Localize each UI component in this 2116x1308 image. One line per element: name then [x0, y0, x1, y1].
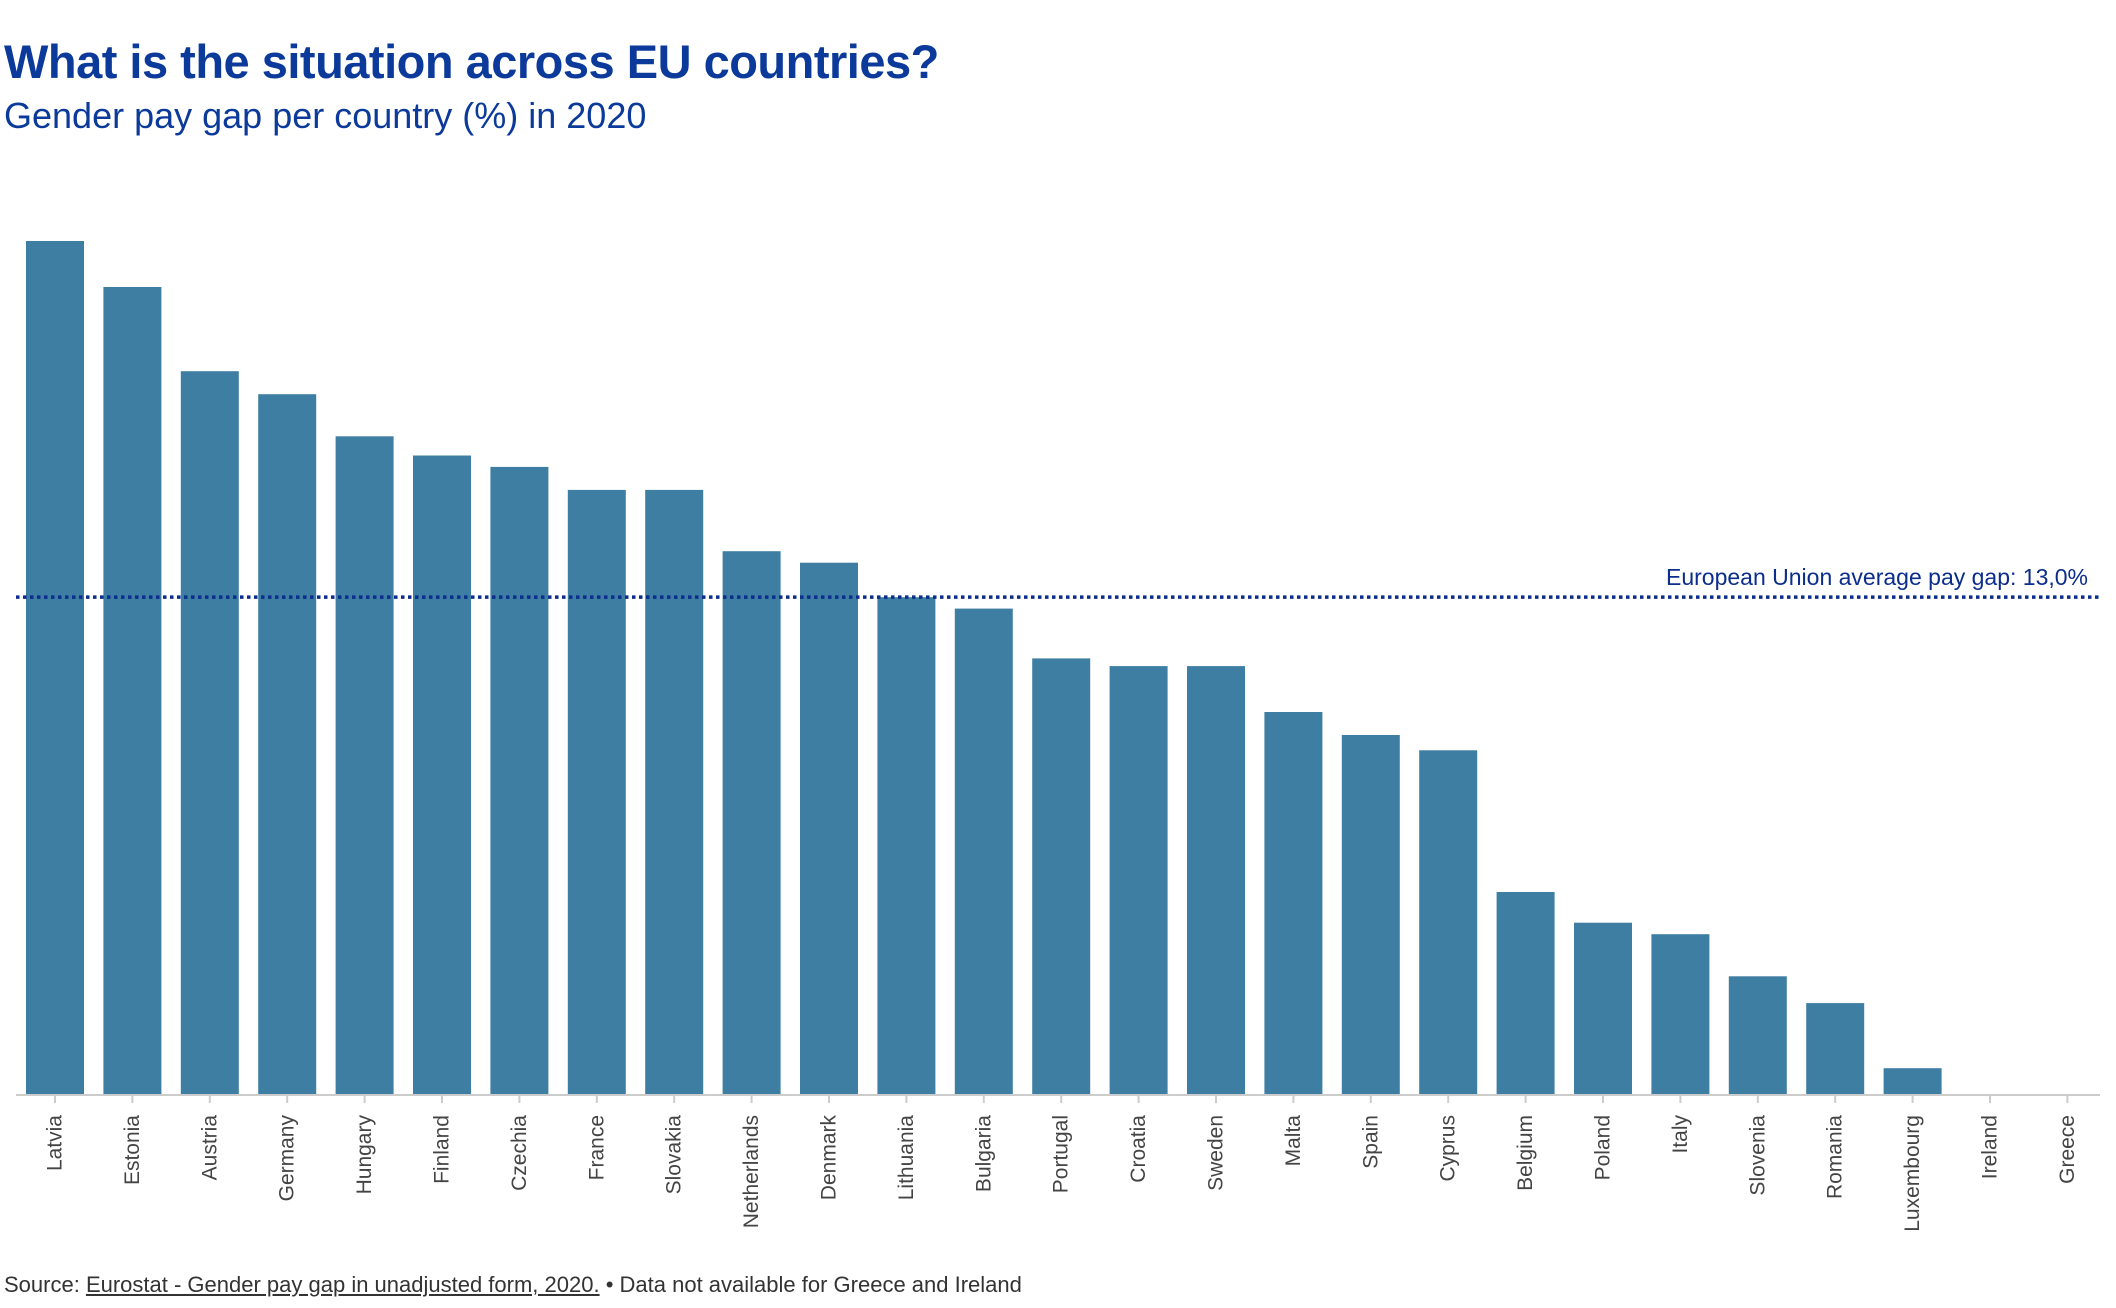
tick-label-belgium: Belgium — [1514, 1115, 1537, 1191]
tick-label-portugal: Portugal — [1050, 1115, 1073, 1193]
source-availability-note: • Data not available for Greece and Irel… — [599, 1272, 1022, 1297]
tick-label-greece: Greece — [2056, 1115, 2079, 1184]
bar-spain — [1341, 735, 1400, 1095]
tick-label-austria: Austria — [198, 1115, 221, 1181]
bar-sweden — [1187, 666, 1245, 1095]
tick-label-france: France — [585, 1115, 608, 1180]
bar-portugal — [1032, 658, 1091, 1095]
source-prefix: Source: — [4, 1272, 86, 1297]
bar-cyprus — [1419, 750, 1478, 1095]
bars-group — [26, 241, 1942, 1095]
tick-label-slovenia: Slovenia — [1746, 1115, 1769, 1196]
bar-germany — [258, 394, 317, 1095]
bar-belgium — [1496, 892, 1555, 1095]
tick-label-ireland: Ireland — [1979, 1115, 2002, 1179]
tick-label-bulgaria: Bulgaria — [972, 1115, 995, 1192]
tick-label-finland: Finland — [431, 1115, 454, 1184]
bar-slovenia — [1728, 976, 1787, 1095]
bar-austria — [180, 371, 239, 1095]
bar-chart: Latvia Estonia Austria Germany Hungary Finlan… — [16, 241, 2100, 1232]
tick-label-italy: Italy — [1669, 1115, 1692, 1154]
bar-netherlands — [722, 551, 781, 1095]
tick-label-estonia: Estonia — [121, 1115, 144, 1185]
source-link[interactable]: Eurostat - Gender pay gap in unadjusted … — [85, 1272, 600, 1297]
source-note: Source: Eurostat - Gender pay gap in una… — [4, 1272, 1022, 1298]
bar-hungary — [335, 436, 394, 1095]
tick-label-cyprus: Cyprus — [1437, 1115, 1460, 1182]
tick-label-czechia: Czechia — [508, 1115, 531, 1191]
tick-label-slovakia: Slovakia — [663, 1115, 686, 1195]
bar-denmark — [800, 562, 858, 1095]
chart-subtitle: Gender pay gap per country (%) in 2020 — [4, 95, 647, 136]
x-ticks-group: Latvia Estonia Austria Germany Hungary Finlan… — [44, 1095, 2079, 1232]
bar-finland — [413, 455, 471, 1095]
tick-label-croatia: Croatia — [1127, 1115, 1150, 1183]
tick-label-latvia: Latvia — [44, 1115, 67, 1171]
tick-label-sweden: Sweden — [1205, 1115, 1228, 1191]
tick-label-denmark: Denmark — [818, 1115, 841, 1201]
tick-label-romania: Romania — [1824, 1115, 1847, 1199]
bar-slovakia — [645, 489, 704, 1095]
bar-italy — [1651, 934, 1710, 1095]
tick-label-luxembourg: Luxembourg — [1901, 1115, 1924, 1232]
bar-poland — [1574, 922, 1632, 1095]
bar-romania — [1806, 1003, 1865, 1095]
tick-label-germany: Germany — [276, 1115, 299, 1202]
eu-average-label: European Union average pay gap: 13,0% — [1666, 564, 2088, 590]
bar-latvia — [26, 241, 84, 1095]
bar-france — [567, 489, 626, 1095]
tick-label-hungary: Hungary — [353, 1115, 376, 1195]
bar-czechia — [490, 466, 549, 1095]
bar-malta — [1264, 712, 1323, 1095]
tick-label-netherlands: Netherlands — [740, 1115, 763, 1228]
tick-label-spain: Spain — [1359, 1115, 1382, 1169]
tick-label-poland: Poland — [1592, 1115, 1615, 1180]
bar-croatia — [1109, 666, 1168, 1095]
tick-label-lithuania: Lithuania — [895, 1115, 918, 1201]
bar-estonia — [103, 287, 162, 1095]
bar-luxembourg — [1883, 1068, 1942, 1095]
tick-label-malta: Malta — [1282, 1115, 1305, 1167]
bar-lithuania — [877, 597, 936, 1095]
bar-bulgaria — [954, 608, 1013, 1095]
chart-title: What is the situation across EU countrie… — [4, 35, 939, 88]
